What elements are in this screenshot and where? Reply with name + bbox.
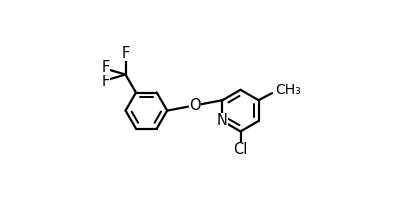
Text: F: F xyxy=(122,46,130,61)
Text: F: F xyxy=(102,74,110,89)
Text: CH₃: CH₃ xyxy=(275,83,301,97)
Text: Cl: Cl xyxy=(233,142,248,157)
Text: N: N xyxy=(217,113,228,129)
Text: F: F xyxy=(102,60,110,75)
Text: O: O xyxy=(189,98,201,113)
